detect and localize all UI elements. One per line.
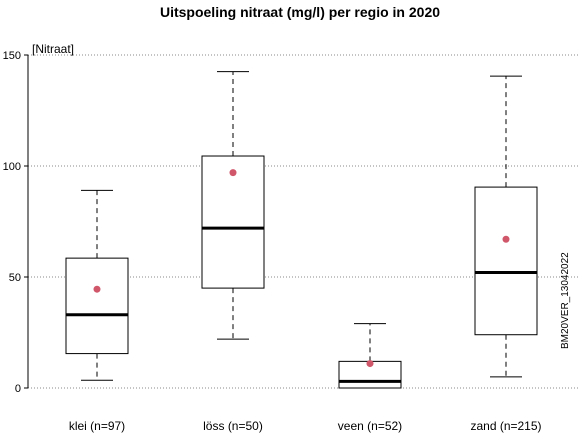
x-axis-labels: klei (n=97) löss (n=50) veen (n=52) zand (n… xyxy=(69,419,542,433)
mean-point xyxy=(366,360,374,368)
x-category-label-3: veen (n=52) xyxy=(338,419,402,433)
boxes xyxy=(65,71,538,389)
y-axis: 0 50 100 150 xyxy=(3,50,29,395)
watermark-code: BM20VER_13042022 xyxy=(560,252,571,349)
y-axis-label: [Nitraat] xyxy=(32,42,74,56)
x-category-label-2: löss (n=50) xyxy=(203,419,263,433)
y-tick-label-100: 100 xyxy=(3,161,21,173)
mean-point xyxy=(93,285,101,293)
box-1 xyxy=(65,189,129,381)
x-category-label-1: klei (n=97) xyxy=(69,419,125,433)
box-iqr xyxy=(201,155,265,289)
y-tick-label-50: 50 xyxy=(9,272,21,284)
box-iqr xyxy=(65,257,129,355)
x-category-label-4: zand (n=215) xyxy=(470,419,541,433)
box-2 xyxy=(201,71,265,340)
box-3 xyxy=(338,323,402,389)
chart-title: Uitspoeling nitraat (mg/l) per regio in … xyxy=(160,4,440,20)
box-iqr xyxy=(474,186,538,336)
mean-point xyxy=(229,169,237,177)
y-tick-label-150: 150 xyxy=(3,50,21,62)
y-tick-label-0: 0 xyxy=(15,383,21,395)
mean-point xyxy=(502,235,510,243)
box-4 xyxy=(474,75,538,378)
